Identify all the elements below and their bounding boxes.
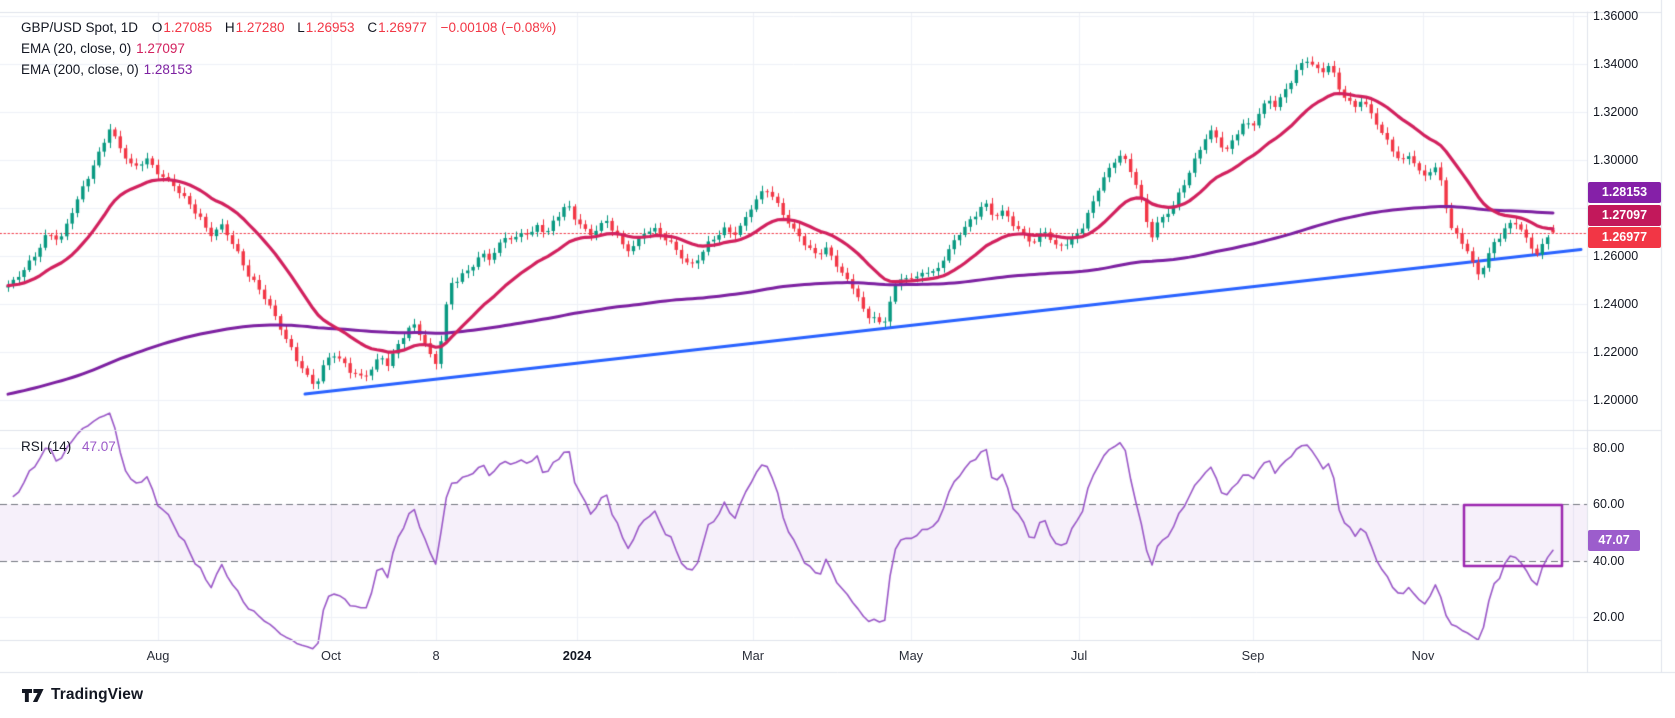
time-axis-label: 8 bbox=[432, 648, 440, 663]
time-axis-label: May bbox=[898, 648, 924, 663]
symbol-row[interactable]: GBP/USD Spot, 1D O1.27085 H1.27280 L1.26… bbox=[21, 17, 556, 38]
price-axis-label: 1.26000 bbox=[1593, 249, 1639, 263]
time-axis-label: Oct bbox=[321, 648, 341, 663]
ema200-label: EMA (200, close, 0) bbox=[21, 62, 139, 77]
legend: GBP/USD Spot, 1D O1.27085 H1.27280 L1.26… bbox=[21, 17, 556, 80]
rsi-legend-row[interactable]: RSI (14) 47.07 bbox=[21, 439, 116, 454]
ema20-price-badge: 1.27097 bbox=[1588, 204, 1661, 226]
price-axis-label: 1.24000 bbox=[1593, 297, 1639, 311]
tradingview-logo-icon bbox=[22, 688, 44, 702]
ema200-value: 1.28153 bbox=[143, 62, 193, 77]
ema20-label: EMA (20, close, 0) bbox=[21, 41, 132, 56]
ema20-value: 1.27097 bbox=[136, 41, 185, 56]
symbol-title: GBP/USD Spot, 1D bbox=[21, 20, 139, 35]
tradingview-attribution[interactable]: TradingView bbox=[22, 686, 143, 704]
time-axis-label: Jul bbox=[1070, 648, 1088, 663]
rsi-axis-label: 80.00 bbox=[1593, 441, 1625, 455]
ema20-row[interactable]: EMA (20, close, 0) 1.27097 bbox=[21, 38, 556, 59]
price-axis-label: 1.20000 bbox=[1593, 393, 1639, 407]
time-axis-label: Sep bbox=[1241, 648, 1265, 663]
time-axis-label: 2024 bbox=[562, 648, 592, 663]
rsi-value: 47.07 bbox=[82, 439, 116, 454]
tradingview-brand-text: TradingView bbox=[51, 686, 144, 703]
ema200-row[interactable]: EMA (200, close, 0) 1.28153 bbox=[21, 59, 556, 80]
time-axis-label: Nov bbox=[1411, 648, 1435, 663]
time-axis-label: Aug bbox=[146, 648, 170, 663]
rsi-axis-label: 20.00 bbox=[1593, 610, 1625, 624]
rsi-value-badge: 47.07 bbox=[1588, 530, 1640, 552]
rsi-label: RSI (14) bbox=[21, 439, 72, 454]
last-price-badge: 1.26977 bbox=[1588, 226, 1661, 248]
price-axis-label: 1.36000 bbox=[1593, 9, 1639, 23]
ema200-price-badge: 1.28153 bbox=[1588, 181, 1661, 203]
price-axis-label: 1.30000 bbox=[1593, 153, 1639, 167]
ohlc-close: C1.26977 bbox=[367, 20, 427, 35]
change-value: −0.00108 (−0.08%) bbox=[440, 20, 557, 35]
rsi-axis-label: 40.00 bbox=[1593, 553, 1625, 568]
price-axis-label: 1.34000 bbox=[1593, 57, 1639, 71]
ohlc-open: O1.27085 bbox=[151, 20, 213, 35]
ohlc-low: L1.26953 bbox=[297, 20, 355, 35]
price-axis-label: 1.22000 bbox=[1593, 345, 1639, 359]
time-axis-label: Mar bbox=[741, 648, 765, 663]
rsi-axis-label: 60.00 bbox=[1593, 497, 1625, 512]
ohlc-high: H1.27280 bbox=[224, 20, 285, 35]
price-axis-label: 1.32000 bbox=[1593, 105, 1639, 119]
